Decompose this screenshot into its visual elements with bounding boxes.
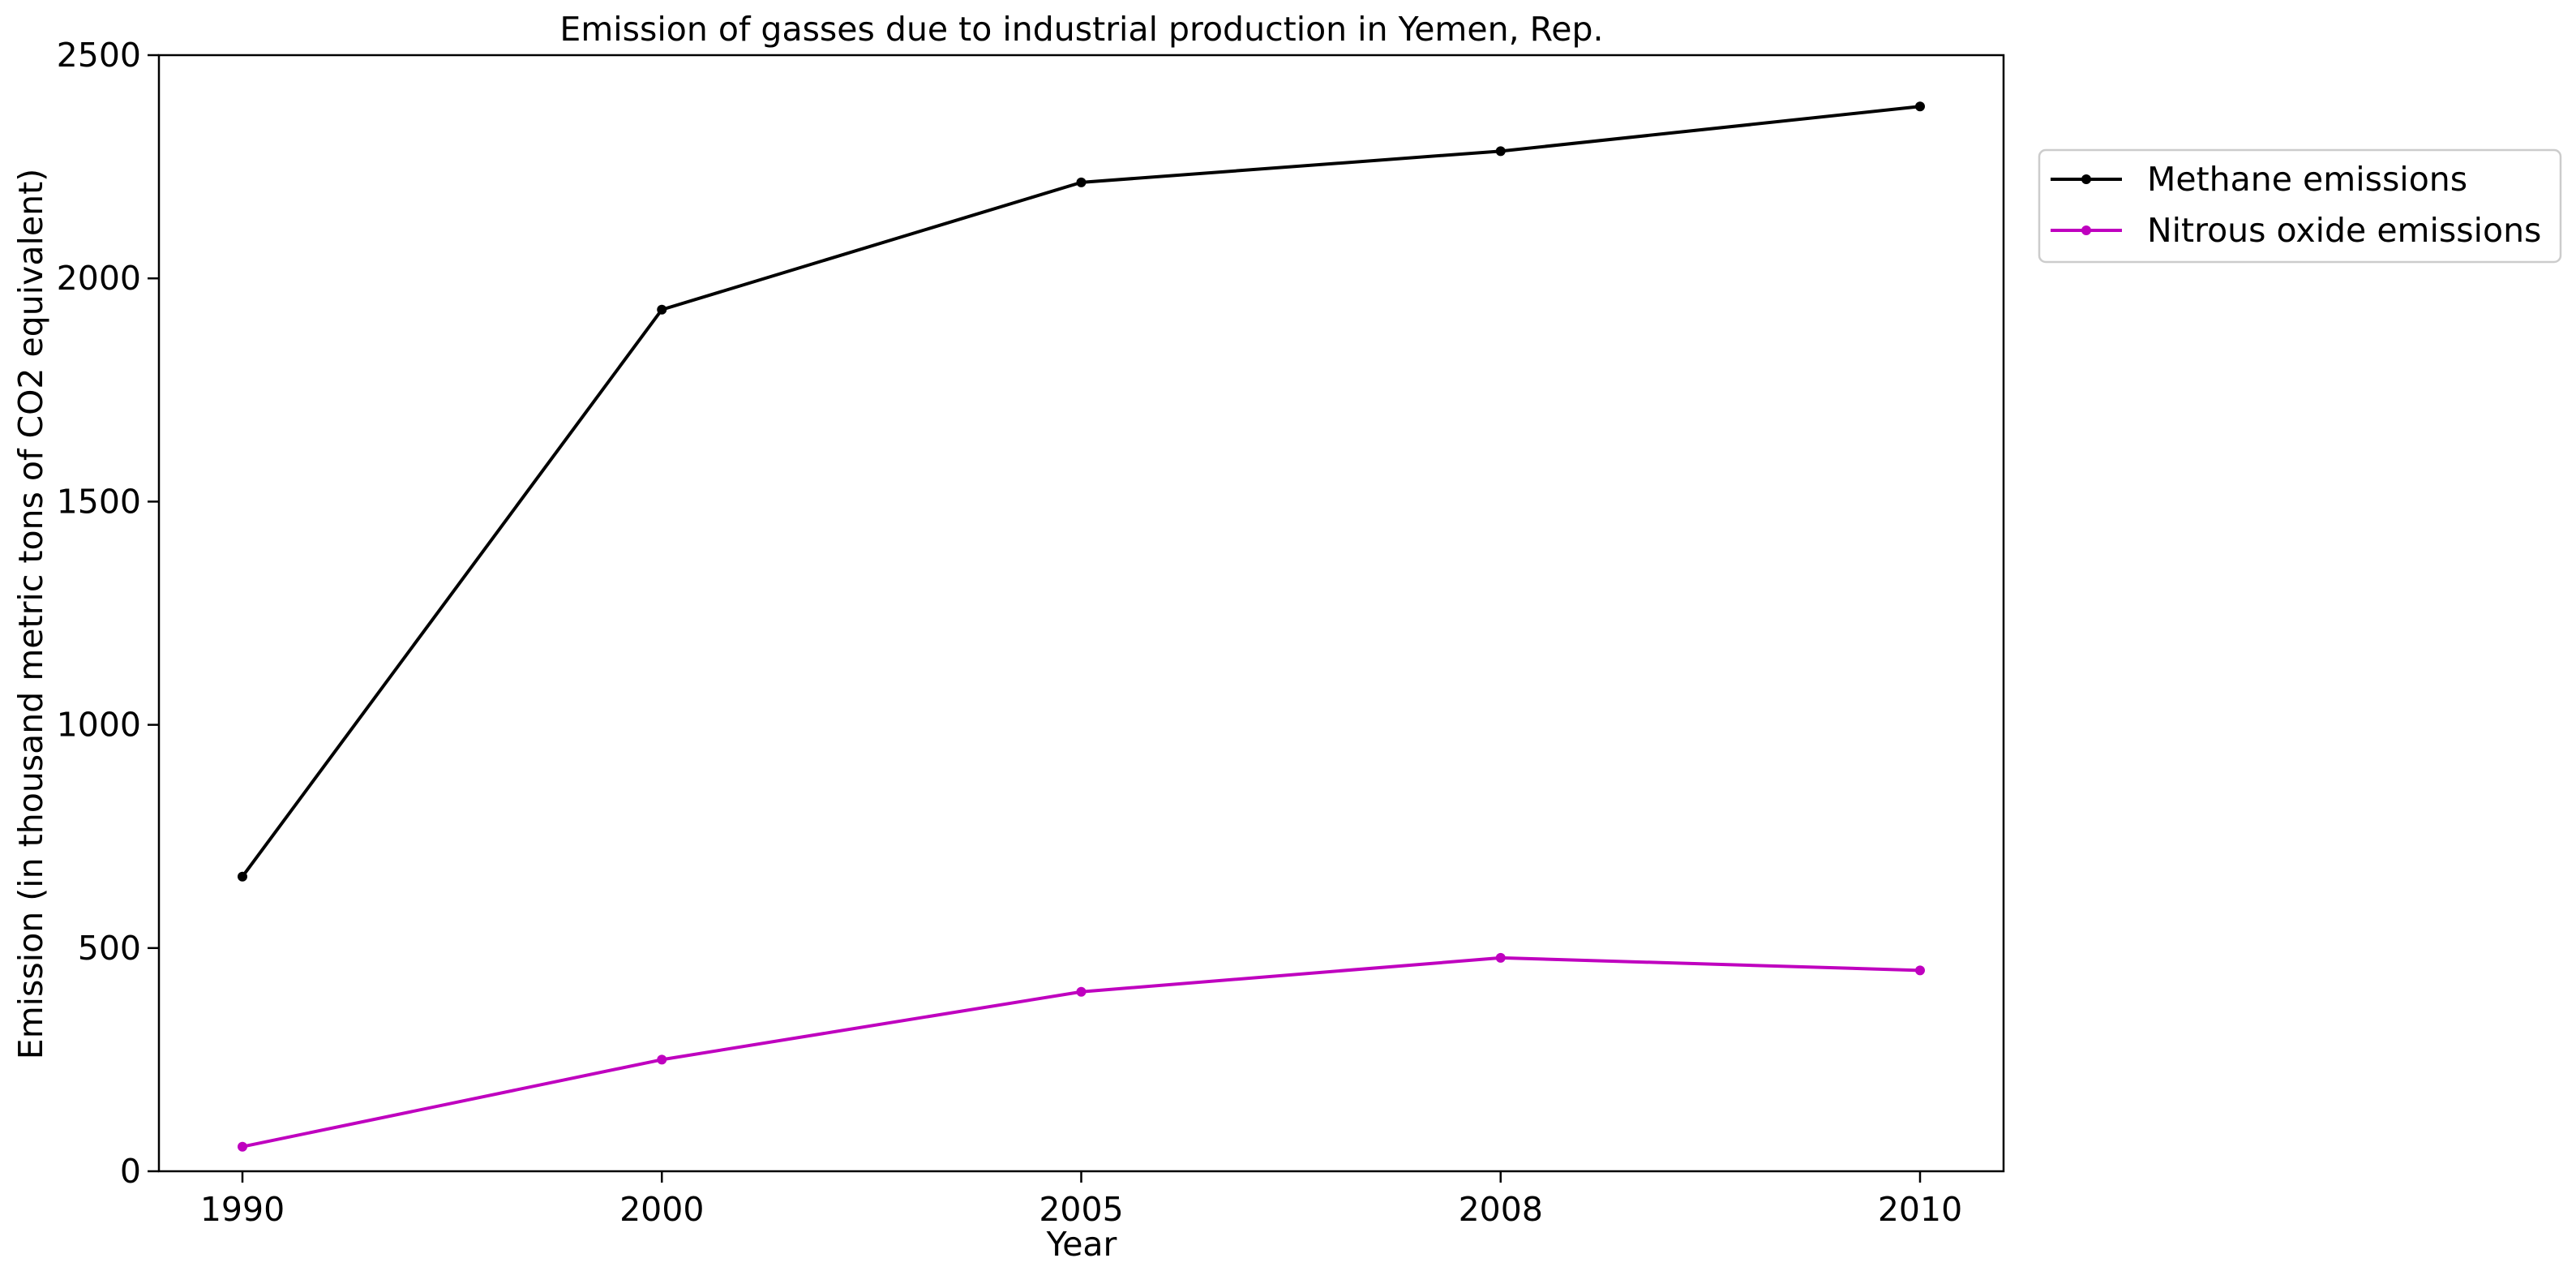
legend-marker-nitrous-oxide-emissions xyxy=(2081,225,2091,235)
data-point xyxy=(657,1054,667,1065)
y-tick-label: 500 xyxy=(78,929,141,968)
x-tick-label: 2005 xyxy=(1039,1190,1123,1229)
x-tick-label: 2008 xyxy=(1459,1190,1543,1229)
chart-title: Emission of gasses due to industrial pro… xyxy=(559,10,1603,49)
y-tick-label: 1500 xyxy=(57,482,141,521)
data-point xyxy=(238,1141,247,1152)
x-axis-label: Year xyxy=(1046,1225,1117,1264)
legend: Methane emissions Nitrous oxide emission… xyxy=(2038,148,2562,264)
series-methane-emissions xyxy=(238,101,1925,882)
series-line-methane-emissions xyxy=(241,105,1921,878)
series-line-nitrous-oxide-emissions xyxy=(242,955,1921,1149)
data-point xyxy=(1915,965,1925,976)
y-axis: 0 500 1000 1500 2000 2500 xyxy=(57,36,159,1191)
data-point xyxy=(1495,952,1506,963)
series-nitrous-oxide-emissions xyxy=(238,952,1925,1152)
data-point xyxy=(657,304,667,315)
x-tick-label: 2010 xyxy=(1878,1190,1962,1229)
y-tick-label: 0 xyxy=(120,1152,141,1191)
y-axis-label: Emission (in thousand metric tons of CO2… xyxy=(11,169,50,1059)
x-axis: 1990 2000 2005 2008 2010 xyxy=(200,1171,1962,1229)
series-layer xyxy=(238,101,1925,1152)
data-point xyxy=(238,871,247,882)
data-point xyxy=(1495,146,1506,157)
data-point xyxy=(1076,177,1087,187)
x-tick-label: 1990 xyxy=(200,1190,285,1229)
data-point xyxy=(1915,101,1925,112)
legend-marker-methane-emissions xyxy=(2081,174,2091,184)
y-tick-label: 1000 xyxy=(57,706,141,745)
legend-frame xyxy=(2038,148,2562,264)
legend-label-nitrous-oxide-emissions: Nitrous oxide emissions xyxy=(2147,211,2541,250)
y-tick-label: 2500 xyxy=(57,36,141,75)
x-tick-label: 2000 xyxy=(619,1190,704,1229)
data-point xyxy=(1076,986,1087,997)
legend-label-methane-emissions: Methane emissions xyxy=(2147,160,2467,199)
y-tick-label: 2000 xyxy=(57,259,141,298)
